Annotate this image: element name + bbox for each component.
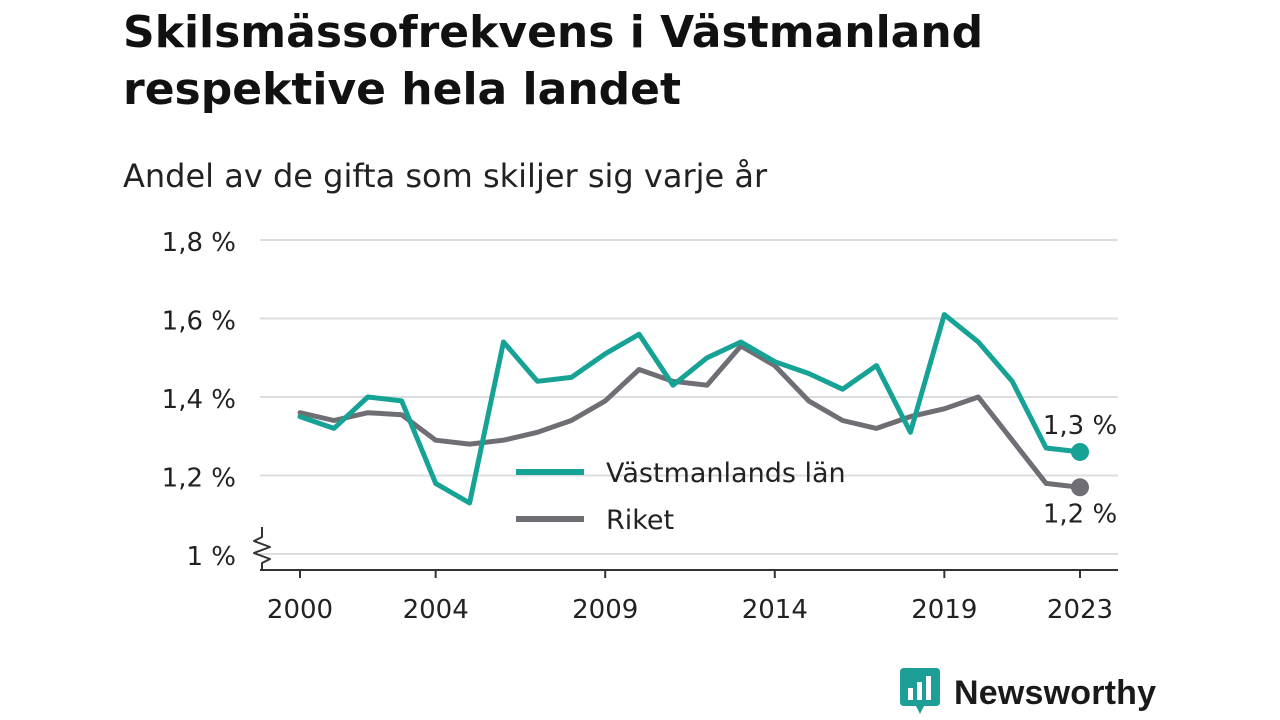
y-axis-ticks: 1 % 1,2 % 1,4 % 1,6 % 1,8 %	[162, 228, 236, 572]
series-lines	[297, 312, 1083, 506]
end-point-vastmanland	[1071, 442, 1089, 461]
newsworthy-logo[interactable]: Newsworthy	[900, 668, 1157, 718]
series-line-riket	[297, 343, 1083, 490]
logo-name: Newsworthy	[954, 673, 1157, 712]
x-tick-label: 2019	[911, 595, 977, 625]
legend-label: Riket	[606, 505, 674, 536]
y-tick-label: 1,6 %	[162, 307, 236, 337]
y-tick-label: 1,8 %	[162, 228, 236, 258]
x-tick-label: 2023	[1047, 595, 1113, 625]
chart-title: Skilsmässofrekvens i Västmanland respekt…	[123, 7, 984, 115]
end-label: 1,2 %	[1043, 499, 1117, 529]
end-label: 1,3 %	[1043, 411, 1117, 441]
x-tick-label: 2004	[403, 595, 469, 625]
y-tick-label: 1 %	[186, 542, 236, 572]
newsworthy-chart-bubble-icon	[900, 668, 940, 718]
x-tick-label: 2014	[742, 595, 808, 625]
x-tick-label: 2000	[267, 595, 333, 625]
legend: Västmanlands län Riket	[516, 458, 846, 536]
end-point-riket	[1071, 478, 1089, 497]
y-axis-break-mark	[253, 527, 271, 570]
axis-break-zigzag	[253, 527, 271, 570]
x-tick-label: 2009	[572, 595, 638, 625]
series-line-vastmanland	[297, 312, 1083, 506]
legend-label: Västmanlands län	[606, 458, 846, 489]
end-labels: 1,2 % 1,3 %	[1043, 411, 1117, 529]
chart-subtitle: Andel av de gifta som skiljer sig varje …	[123, 157, 768, 195]
y-tick-label: 1,2 %	[162, 464, 236, 494]
y-tick-label: 1,4 %	[162, 385, 236, 415]
x-axis: 2000 2004 2009 2014 2019 2023	[260, 569, 1118, 625]
